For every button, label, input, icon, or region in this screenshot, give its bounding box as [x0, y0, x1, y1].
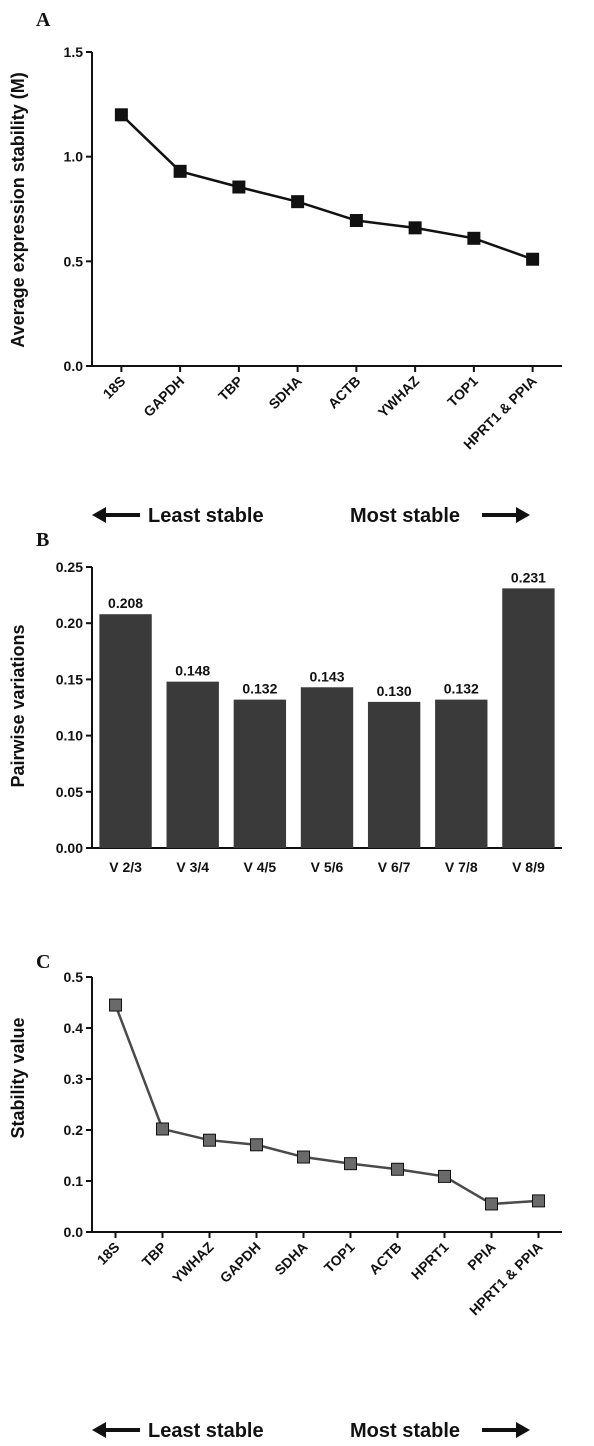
- y-tick-label: 0.0: [64, 358, 84, 374]
- y-tick-label: 1.0: [64, 149, 84, 165]
- x-tick-label: YWHAZ: [169, 1238, 217, 1286]
- x-tick-label: V 6/7: [378, 859, 411, 875]
- x-tick-label: V 2/3: [109, 859, 142, 875]
- data-point-c: [532, 1194, 545, 1208]
- x-tick-label: ACTB: [366, 1239, 405, 1278]
- least-stable-label-c: Least stable: [148, 1420, 264, 1442]
- y-tick-label: 1.5: [64, 44, 84, 60]
- data-point-c: [391, 1162, 404, 1176]
- x-tick-label: V 7/8: [445, 859, 478, 875]
- data-point-a: [467, 231, 481, 245]
- data-point-c: [109, 998, 122, 1012]
- bar-value-label: 0.132: [444, 681, 479, 697]
- panel-letter-a: A: [36, 9, 51, 31]
- data-point-a: [349, 214, 363, 228]
- x-tick-label: SDHA: [271, 1239, 310, 1278]
- data-point-a: [114, 108, 128, 122]
- x-tick-label: TBP: [215, 373, 246, 404]
- x-tick-label: V 4/5: [244, 859, 277, 875]
- bar-value-label: 0.231: [511, 569, 546, 585]
- data-point-c: [203, 1133, 216, 1147]
- bar-b: [99, 614, 152, 848]
- bar-b: [166, 681, 219, 848]
- data-point-a: [173, 164, 187, 178]
- bar-value-label: 0.143: [309, 668, 344, 684]
- bar-b: [233, 699, 287, 848]
- panel-letter-c: C: [36, 951, 50, 973]
- most-stable-label-a: Most stable: [350, 505, 460, 527]
- bar-value-label: 0.208: [108, 595, 143, 611]
- x-tick-label: V 8/9: [512, 859, 545, 875]
- stability-direction-a: Least stable Most stable: [92, 505, 530, 527]
- left-arrow-icon: [92, 1422, 140, 1438]
- x-tick-label: V 3/4: [176, 859, 209, 875]
- least-stable-label-a: Least stable: [148, 505, 264, 527]
- x-tick-label: TBP: [139, 1239, 170, 1270]
- x-tick-label: HPRT1: [408, 1239, 452, 1283]
- x-tick-label: GAPDH: [217, 1239, 264, 1286]
- data-point-c: [344, 1157, 357, 1171]
- left-arrow-icon: [92, 507, 140, 523]
- y-tick-label: 0.5: [64, 253, 84, 269]
- bar-value-label: 0.148: [175, 663, 210, 679]
- x-tick-label: ACTB: [325, 373, 364, 412]
- data-point-a: [291, 195, 305, 209]
- chart-c: Stability value 0.0 0.1 0.2 0.3 0.4 0.5 18S TBP…: [8, 969, 562, 1318]
- y-tick-label: 0.2: [64, 1122, 84, 1138]
- data-point-c: [250, 1138, 263, 1152]
- y-axis-title-b: Pairwise variations: [8, 624, 28, 787]
- right-arrow-icon: [482, 507, 530, 523]
- x-tick-label: YWHAZ: [375, 372, 423, 420]
- most-stable-label-c: Most stable: [350, 1420, 460, 1442]
- y-tick-label: 0.5: [64, 969, 84, 985]
- bar-b: [435, 699, 488, 848]
- y-tick-label: 0.25: [56, 559, 83, 575]
- data-point-c: [156, 1122, 169, 1136]
- y-tick-label: 0.1: [64, 1173, 84, 1189]
- data-point-a: [526, 252, 540, 266]
- series-line-c: [114, 1004, 539, 1206]
- x-tick-label: GAPDH: [140, 373, 187, 420]
- bar-b: [502, 588, 555, 848]
- y-tick-label: 0.15: [56, 671, 83, 687]
- bar-value-label: 0.130: [377, 683, 412, 699]
- x-tick-label: 18S: [94, 1239, 123, 1268]
- panel-letter-b: B: [36, 529, 49, 551]
- y-tick-label: 0.3: [64, 1071, 84, 1087]
- y-tick-label: 0.0: [64, 1224, 84, 1240]
- y-tick-label: 0.4: [64, 1020, 84, 1036]
- series-line-a: [120, 113, 534, 261]
- data-point-c: [297, 1150, 310, 1164]
- y-tick-label: 0.10: [56, 728, 83, 744]
- stability-direction-c: Least stable Most stable: [92, 1420, 530, 1442]
- y-axis-title-a: Average expression stability (M): [8, 72, 28, 347]
- chart-b: Pairwise variations 0.00 0.05 0.10 0.15 0.20…: [8, 559, 562, 875]
- data-point-a: [408, 221, 422, 235]
- x-tick-label: SDHA: [265, 373, 304, 412]
- data-point-c: [438, 1169, 451, 1183]
- data-point-c: [485, 1197, 498, 1211]
- x-tick-label: 18S: [100, 373, 129, 402]
- y-tick-label: 0.20: [56, 615, 83, 631]
- bar-b: [367, 701, 421, 848]
- bar-value-label: 0.132: [242, 681, 277, 697]
- y-tick-label: 0.05: [56, 784, 83, 800]
- x-tick-label: PPIA: [464, 1239, 498, 1273]
- right-arrow-icon: [482, 1422, 530, 1438]
- x-tick-label: TOP1: [321, 1239, 358, 1276]
- y-tick-label: 0.00: [56, 840, 83, 856]
- bar-b: [300, 687, 354, 848]
- x-tick-label: TOP1: [444, 373, 481, 410]
- y-axis-title-c: Stability value: [8, 1017, 28, 1138]
- chart-a: Average expression stability (M) 0.0 0.5 1…: [8, 44, 562, 452]
- data-point-a: [232, 180, 246, 194]
- x-tick-label: V 5/6: [311, 859, 344, 875]
